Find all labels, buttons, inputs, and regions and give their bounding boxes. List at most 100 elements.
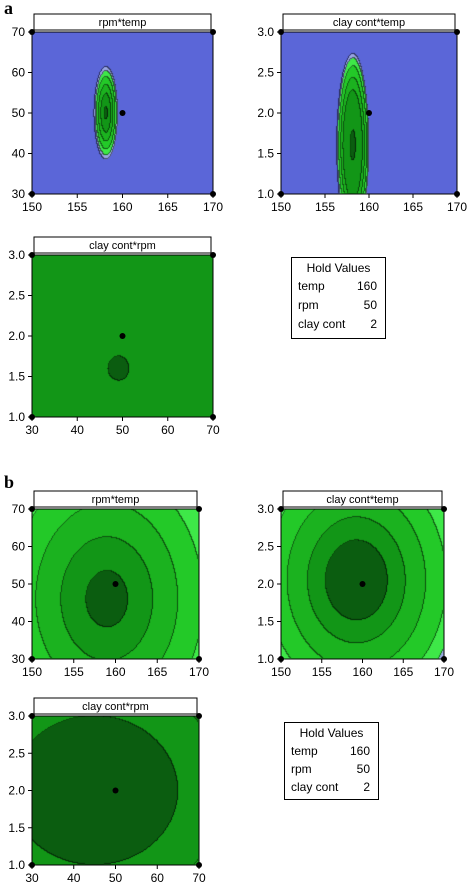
y-tick-label: 2.0: [8, 784, 25, 798]
y-tick-label: 1.0: [8, 858, 25, 872]
hold-value-value: 160: [356, 279, 377, 293]
y-tick-label: 40: [12, 615, 26, 629]
x-tick-label: 50: [109, 871, 123, 885]
x-tick-label: 30: [25, 423, 39, 437]
y-tick-label: 3.0: [8, 248, 25, 262]
y-tick-label: 3.0: [8, 709, 25, 723]
y-tick-label: 1.0: [257, 652, 274, 666]
corner-point: [210, 252, 216, 258]
corner-point: [196, 713, 202, 719]
y-tick-label: 1.0: [257, 187, 274, 201]
x-tick-label: 170: [434, 665, 454, 679]
hold-value-value: 2: [370, 317, 377, 331]
corner-point: [441, 506, 447, 512]
y-tick-label: 3.0: [257, 502, 274, 516]
x-tick-label: 40: [71, 423, 85, 437]
hold-value-value: 2: [363, 780, 370, 794]
plot-title: rpm*temp: [92, 494, 140, 506]
hold-values-title: Hold Values: [299, 726, 364, 740]
panel-letter-b: b: [4, 472, 15, 492]
panel-letter-a: a: [4, 0, 13, 18]
x-tick-label: 50: [116, 423, 130, 437]
x-tick-label: 150: [22, 665, 42, 679]
corner-point: [196, 506, 202, 512]
plot-title-box: [33, 13, 212, 31]
y-tick-label: 50: [12, 106, 26, 120]
x-tick-label: 165: [147, 665, 167, 679]
x-tick-label: 150: [271, 665, 291, 679]
y-tick-label: 2.5: [8, 746, 25, 760]
x-tick-label: 160: [112, 200, 132, 214]
hold-value-value: 50: [363, 298, 377, 312]
x-tick-label: 170: [189, 665, 209, 679]
x-tick-label: 165: [158, 200, 178, 214]
plot-title-box: [282, 490, 443, 508]
hold-value-row: clay cont 2: [292, 315, 385, 334]
plot-title-box: [33, 697, 198, 715]
plot-title: rpm*temp: [99, 17, 147, 29]
hold-value-value: 50: [356, 762, 370, 776]
hold-value-name: clay cont: [298, 317, 346, 331]
x-tick-label: 150: [22, 200, 42, 214]
y-tick-label: 70: [12, 25, 26, 39]
hold-value-row: temp 160: [292, 277, 385, 296]
hold-value-name: temp: [291, 744, 318, 758]
plot-title: clay cont*rpm: [89, 240, 156, 252]
y-tick-label: 1.5: [8, 821, 25, 835]
x-tick-label: 160: [359, 200, 379, 214]
y-tick-label: 1.5: [257, 147, 274, 161]
plot-title: clay cont*temp: [326, 494, 398, 506]
hold-values-box-a: Hold Values temp 160 rpm 50 clay cont 2: [291, 257, 386, 339]
y-tick-label: 2.0: [257, 106, 274, 120]
x-tick-label: 160: [352, 665, 372, 679]
x-tick-label: 165: [393, 665, 413, 679]
hold-values-title: Hold Values: [306, 261, 371, 275]
hold-value-name: clay cont: [291, 780, 339, 794]
x-tick-label: 160: [105, 665, 125, 679]
y-tick-label: 2.0: [257, 577, 274, 591]
hold-value-row: rpm 50: [292, 296, 385, 315]
y-tick-label: 2.5: [257, 66, 274, 80]
corner-point: [454, 29, 460, 35]
plot-title: clay cont*rpm: [82, 701, 149, 713]
x-tick-label: 40: [67, 871, 81, 885]
x-tick-label: 70: [206, 423, 220, 437]
x-tick-label: 165: [403, 200, 423, 214]
y-tick-label: 1.5: [257, 615, 274, 629]
hold-value-name: rpm: [298, 298, 319, 312]
plot-title-box: [33, 236, 212, 254]
x-tick-label: 155: [312, 665, 332, 679]
hold-point: [112, 581, 119, 587]
hold-value-value: 160: [349, 744, 370, 758]
hold-point: [119, 333, 126, 339]
x-tick-label: 170: [203, 200, 223, 214]
x-tick-label: 30: [25, 871, 39, 885]
hold-value-row: rpm 50: [285, 760, 378, 778]
x-tick-label: 60: [151, 871, 165, 885]
x-tick-label: 170: [447, 200, 467, 214]
y-tick-label: 50: [12, 577, 26, 591]
y-tick-label: 30: [12, 652, 26, 666]
hold-value-row: temp 160: [285, 742, 378, 760]
hold-point: [112, 787, 119, 794]
x-tick-label: 60: [161, 423, 175, 437]
y-tick-label: 2.5: [8, 289, 25, 303]
hold-values-box-b: Hold Values temp 160 rpm 50 clay cont 2: [284, 722, 379, 800]
hold-point: [359, 581, 366, 587]
x-tick-label: 155: [315, 200, 335, 214]
hold-value-row: clay cont 2: [285, 778, 378, 796]
plot-title-box: [33, 490, 198, 508]
y-tick-label: 2.0: [8, 329, 25, 343]
y-tick-label: 1.0: [8, 410, 25, 424]
y-tick-label: 60: [12, 66, 26, 80]
y-tick-label: 70: [12, 502, 26, 516]
hold-value-name: rpm: [291, 762, 312, 776]
y-tick-label: 60: [12, 540, 26, 554]
y-tick-label: 1.5: [8, 370, 25, 384]
x-tick-label: 155: [64, 665, 84, 679]
corner-point: [210, 29, 216, 35]
plot-title-box: [282, 13, 456, 31]
x-tick-label: 155: [67, 200, 87, 214]
